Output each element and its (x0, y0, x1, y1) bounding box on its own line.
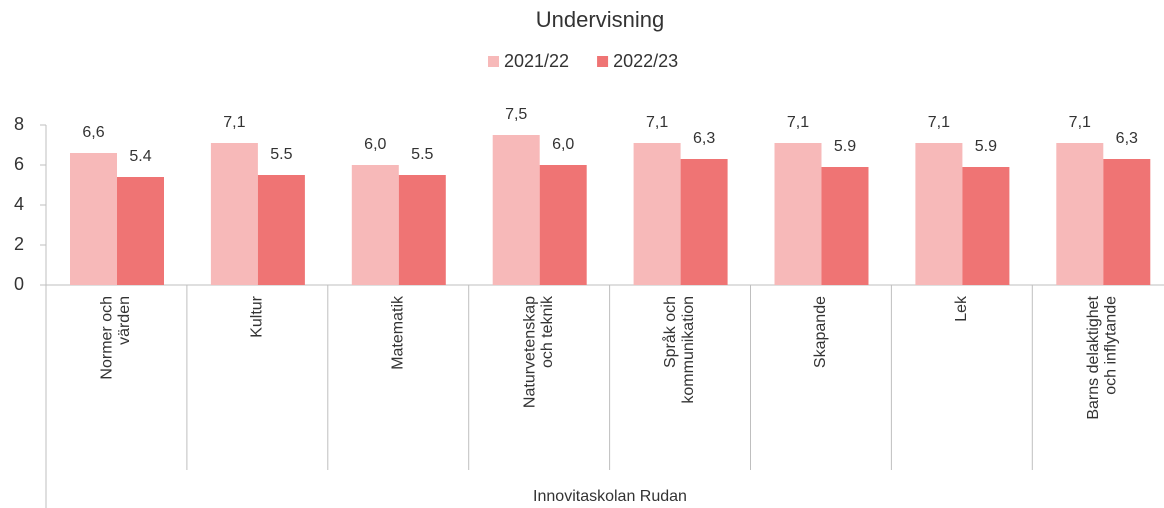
data-label: 7,1 (1069, 114, 1091, 131)
data-label: 7,1 (223, 114, 245, 131)
data-label: 5.5 (270, 146, 292, 163)
x-tick-label: Kultur (249, 295, 266, 337)
y-tick-label: 2 (14, 234, 24, 254)
data-label: 7,1 (928, 114, 950, 131)
legend-label: 2021/22 (504, 51, 569, 71)
bar (633, 143, 681, 285)
x-tick-label: Matematik (389, 295, 406, 370)
x-tick-label: Barns delaktighetoch inflytande (1085, 295, 1120, 419)
bar (915, 143, 963, 285)
legend-swatch (488, 56, 499, 67)
y-tick-label: 0 (14, 274, 24, 294)
x-tick-label: Skapande (812, 296, 829, 368)
y-tick-label: 8 (14, 114, 24, 134)
x-tick-label: Lek (953, 295, 970, 322)
data-label: 7,5 (505, 106, 527, 123)
bar (821, 167, 869, 285)
data-label: 7,1 (787, 114, 809, 131)
legend-label: 2022/23 (613, 51, 678, 71)
x-tick-label: Naturvetenskapoch teknik (522, 295, 557, 408)
data-label: 6,0 (364, 136, 386, 153)
x-tick-label: Normer ochvärden (99, 296, 134, 380)
x-tick-label: Språk ochkommunikation (661, 296, 697, 404)
bar (774, 143, 822, 285)
bar (351, 165, 399, 285)
chart-title: Undervisning (536, 7, 664, 32)
data-label: 6,3 (1116, 130, 1138, 147)
bar (70, 153, 117, 285)
data-label: 6,6 (82, 124, 104, 141)
data-label: 6,3 (693, 130, 715, 147)
data-label: 5.9 (975, 138, 997, 155)
legend-swatch (597, 56, 609, 67)
bar (680, 159, 728, 285)
bar (257, 175, 305, 285)
bar (210, 143, 258, 285)
data-label: 5.4 (129, 148, 151, 165)
bar (398, 175, 446, 285)
bar (1056, 143, 1104, 285)
y-tick-label: 4 (14, 194, 24, 214)
data-label: 5.5 (411, 146, 433, 163)
bar (117, 177, 164, 285)
data-label: 7,1 (646, 114, 668, 131)
bar (1103, 159, 1151, 285)
bar (539, 165, 587, 285)
data-label: 6,0 (552, 136, 574, 153)
data-label: 5.9 (834, 138, 856, 155)
bar (962, 167, 1010, 285)
x-axis-label: Innovitaskolan Rudan (533, 488, 687, 505)
y-tick-label: 6 (14, 154, 24, 174)
bar (492, 135, 540, 285)
